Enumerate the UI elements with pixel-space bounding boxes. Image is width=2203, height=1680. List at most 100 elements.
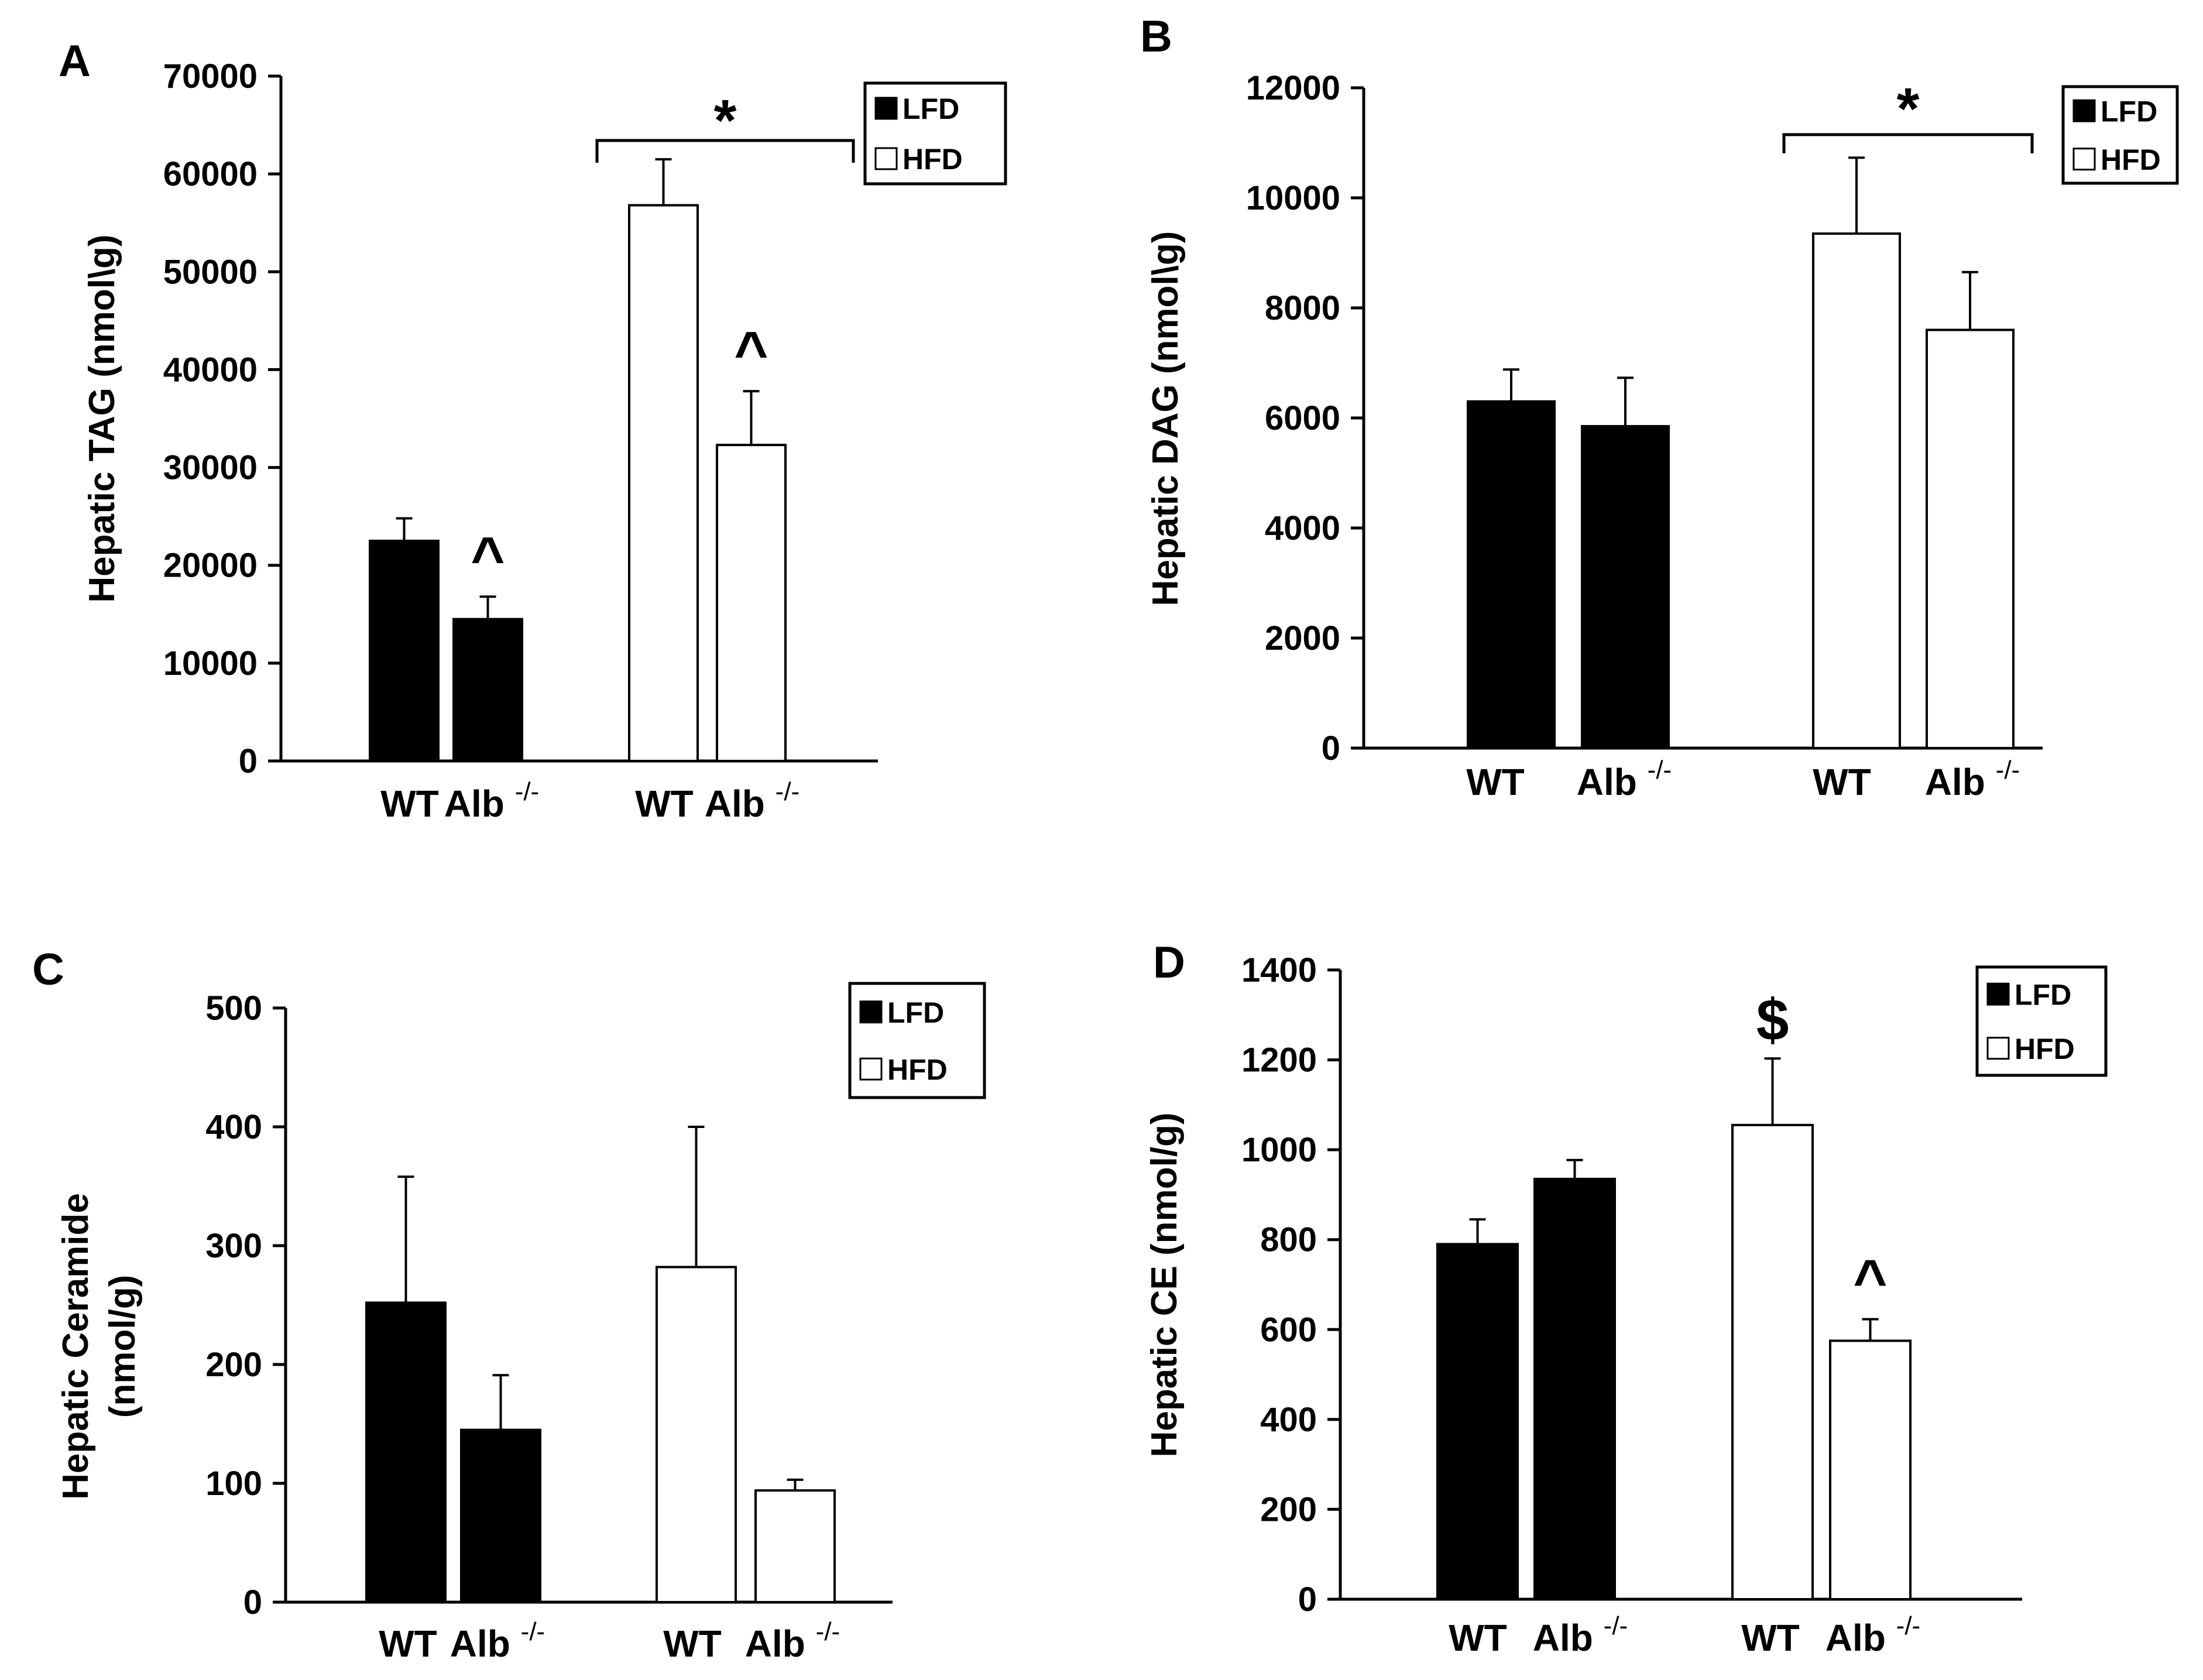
y-tick-label: 1400 [1241, 951, 1317, 989]
y-tick-label: 4000 [1265, 509, 1340, 547]
legend-label: LFD [903, 92, 959, 125]
bar-hfd [1926, 328, 2015, 749]
x-category-label: Alb -/- [705, 777, 799, 825]
bar-lfd [365, 1301, 447, 1603]
y-tick-label: 0 [239, 742, 258, 780]
x-category-superscript: -/- [515, 777, 540, 806]
legend-swatch-lfd [1986, 982, 2010, 1006]
bar-hfd [1829, 1339, 1912, 1601]
y-tick-label: 30000 [163, 449, 258, 487]
y-tick-label: 50000 [163, 253, 258, 291]
bar-lfd [1581, 425, 1670, 749]
legend-label: HFD [903, 143, 963, 176]
x-category-label: WT [635, 783, 694, 825]
y-tick-label: 40000 [163, 351, 258, 389]
x-category-label: Alb -/- [1825, 1612, 1920, 1659]
bar-hfd [1812, 232, 1901, 750]
x-category-name: Alb [705, 783, 775, 825]
y-tick-label: 500 [205, 989, 262, 1027]
x-category-label: Alb -/- [745, 1617, 840, 1665]
bar-lfd [1467, 400, 1556, 749]
y-axis-label: Hepatic TAG (nmol\g) [82, 234, 122, 602]
significance-bracket [595, 139, 855, 163]
bar-hfd [754, 1489, 836, 1603]
x-category-name: Alb [1825, 1617, 1896, 1659]
y-tick-label: 400 [1260, 1401, 1317, 1439]
legend-swatch-hfd [1986, 1037, 2010, 1060]
panel-letter: A [59, 36, 91, 86]
y-tick-label: 8000 [1265, 289, 1340, 327]
legend-label: LFD [2015, 978, 2071, 1011]
y-tick-label: 200 [1260, 1490, 1317, 1528]
x-category-label: WT [380, 783, 439, 825]
y-tick-label: 0 [1298, 1580, 1317, 1619]
panel-c: C 0 100 200 300 400 500 Hepatic Ceramide (nmol/g… [32, 945, 986, 1665]
x-category-name: Alb [1577, 761, 1648, 803]
x-category-name: Alb [745, 1623, 816, 1665]
bar-lfd [452, 618, 523, 762]
y-tick-label: 100 [205, 1465, 262, 1503]
x-category-label: Alb -/- [450, 1617, 545, 1665]
significance-mark: $ [1756, 987, 1789, 1052]
y-axis-label: Hepatic CE (nmol/g) [1144, 1112, 1185, 1457]
x-category-superscript: -/- [1896, 1612, 1921, 1640]
legend-swatch-lfd [874, 97, 898, 120]
y-axis-label: Hepatic Ceramide (nmol/g) [56, 1193, 143, 1500]
bar-hfd [1731, 1123, 1814, 1601]
legend-swatch-lfd [859, 1000, 883, 1024]
significance-mark: ^ [1853, 1248, 1887, 1314]
x-category-name: Alb [1925, 761, 1996, 803]
x-category-label: WT [1741, 1617, 1800, 1659]
y-tick-label: 800 [1260, 1221, 1317, 1259]
x-category-label: WT [663, 1623, 722, 1665]
x-category-name: Alb [1533, 1617, 1604, 1659]
y-tick-label: 10000 [163, 644, 258, 683]
y-axis-label-line: Hepatic Ceramide [56, 1193, 96, 1500]
bar-lfd [1436, 1243, 1519, 1600]
y-tick-label: 200 [205, 1346, 262, 1384]
significance-mark: * [714, 88, 737, 153]
significance-mark: ^ [734, 320, 768, 385]
y-tick-label: 6000 [1265, 399, 1340, 437]
x-category-superscript: -/- [1996, 756, 2020, 784]
y-tick-label: 70000 [163, 57, 258, 95]
x-category-label: WT [1449, 1617, 1507, 1659]
y-tick-label: 1000 [1241, 1131, 1317, 1169]
legend-box [863, 81, 1007, 186]
x-category-label: Alb -/- [1925, 756, 2020, 803]
legend-label: LFD [2101, 95, 2157, 128]
bar-lfd [369, 539, 440, 763]
significance-mark: * [1897, 76, 1920, 142]
y-tick-label: 0 [243, 1583, 262, 1621]
x-category-superscript: -/- [521, 1617, 545, 1646]
significance-bracket [1782, 133, 2034, 153]
y-tick-label: 12000 [1246, 69, 1340, 107]
legend-swatch-hfd [2072, 148, 2096, 171]
legend-label: HFD [2015, 1033, 2075, 1065]
legend-swatch-hfd [859, 1057, 883, 1081]
x-category-label: Alb -/- [444, 777, 539, 825]
y-tick-label: 2000 [1265, 619, 1340, 657]
bar-hfd [716, 444, 787, 762]
panel-letter: B [1140, 12, 1172, 61]
legend-label: HFD [887, 1053, 948, 1086]
significance-mark: ^ [471, 525, 505, 591]
y-axis-label: Hepatic DAG (nmol\g) [1145, 231, 1186, 606]
legend-swatch-lfd [2072, 99, 2096, 122]
x-category-label: WT [379, 1623, 437, 1665]
panel-letter: C [32, 945, 64, 995]
x-category-name: Alb [444, 783, 515, 825]
y-tick-label: 600 [1260, 1311, 1317, 1349]
x-category-label: WT [1813, 761, 1871, 803]
legend-swatch-hfd [874, 147, 898, 170]
y-tick-label: 300 [205, 1227, 262, 1265]
y-tick-label: 400 [205, 1108, 262, 1146]
panel-a: A 0 10000 20000 30000 40000 50000 60000 70000 Hep… [59, 36, 1007, 825]
y-tick-label: 10000 [1246, 179, 1340, 217]
bar-hfd [656, 1266, 737, 1604]
legend-label: LFD [887, 996, 944, 1029]
x-category-label: Alb -/- [1577, 756, 1672, 803]
y-axis-label-line: (nmol/g) [102, 1275, 143, 1418]
bar-hfd [628, 204, 699, 762]
x-category-superscript: -/- [1648, 756, 1672, 784]
